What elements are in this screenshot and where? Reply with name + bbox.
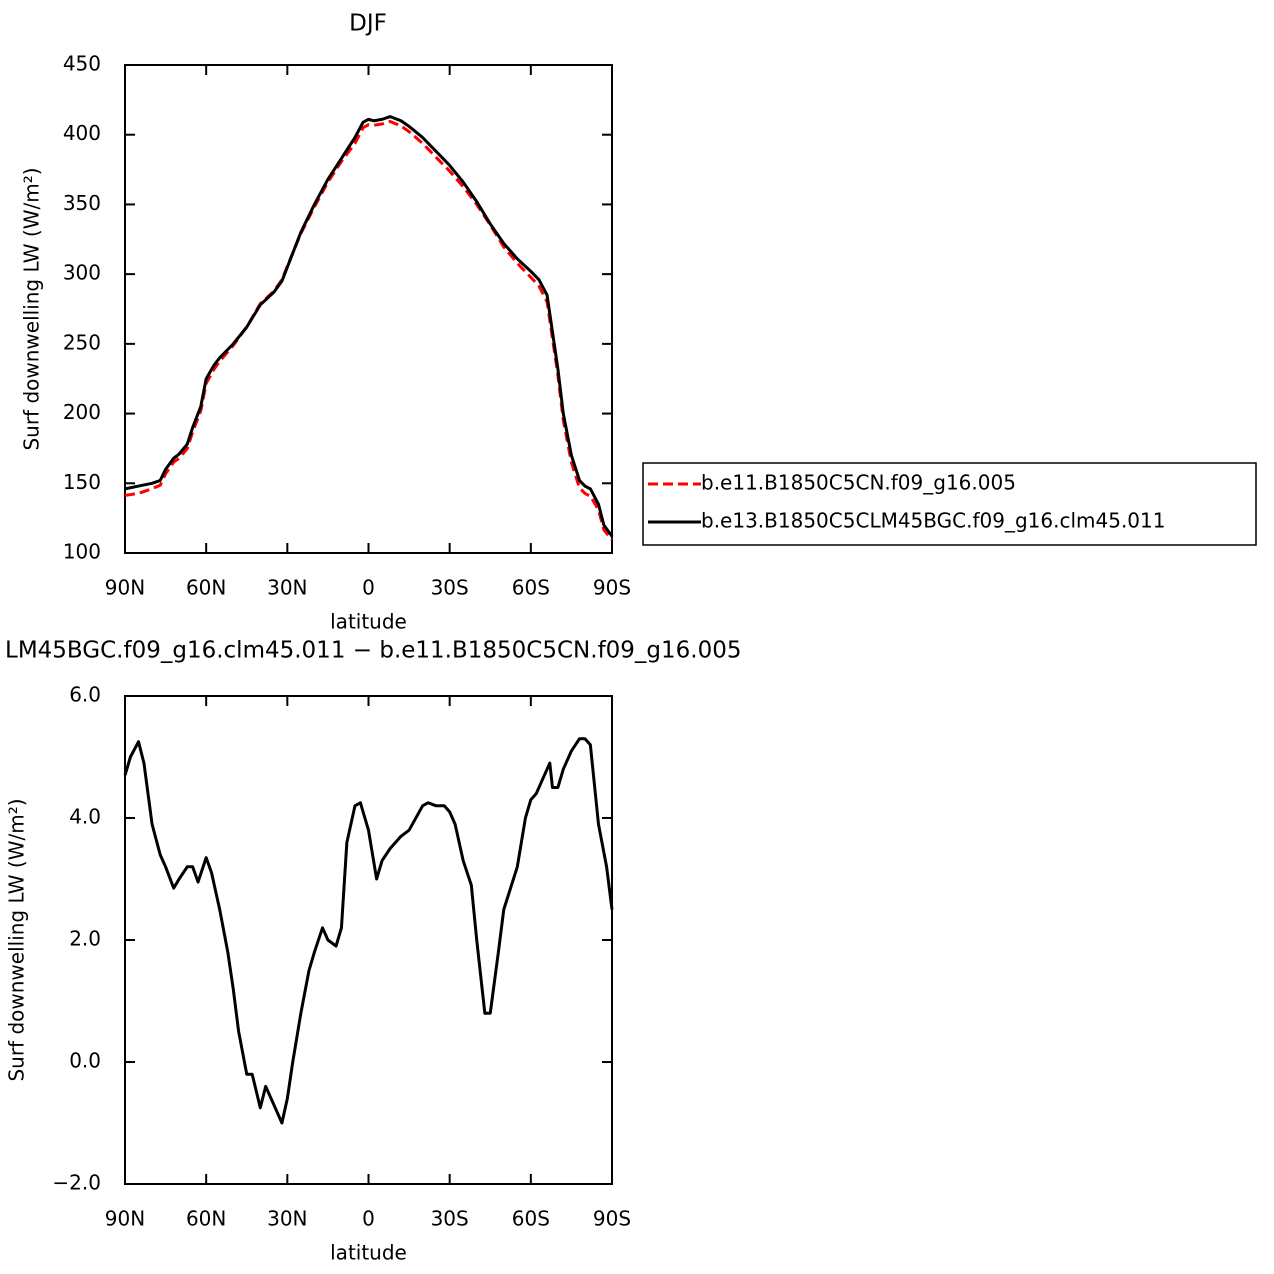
y-tick-label: 4.0 bbox=[69, 805, 101, 829]
x-tick-label: 60N bbox=[186, 576, 226, 600]
x-tick-label: 0 bbox=[362, 1207, 375, 1231]
plot-frame bbox=[124, 695, 613, 1185]
x-tick-label: 30N bbox=[267, 576, 307, 600]
y-tick-label: 100 bbox=[63, 540, 101, 564]
x-tick-label: 60N bbox=[186, 1207, 226, 1231]
legend-box bbox=[642, 462, 1257, 546]
y-tick-label: 400 bbox=[63, 121, 101, 145]
x-tick-label: 90S bbox=[593, 576, 631, 600]
x-tick-label: 30S bbox=[431, 1207, 469, 1231]
chart-title: LM45BGC.f09_g16.clm45.011 − b.e11.B1850C… bbox=[5, 638, 742, 664]
y-tick-label: 350 bbox=[63, 191, 101, 215]
y-tick-label: 0.0 bbox=[69, 1049, 101, 1073]
y-tick-label: 6.0 bbox=[69, 683, 101, 707]
x-tick-label: 90N bbox=[105, 1207, 145, 1231]
y-tick-label: 250 bbox=[63, 330, 101, 354]
x-axis-label: latitude bbox=[330, 1241, 407, 1265]
y-tick-label: 450 bbox=[63, 52, 101, 76]
legend-label: b.e13.B1850C5CLM45BGC.f09_g16.clm45.011 bbox=[701, 509, 1165, 533]
y-tick-label: −2.0 bbox=[52, 1171, 101, 1195]
x-tick-label: 90S bbox=[593, 1207, 631, 1231]
chart-title: DJF bbox=[349, 11, 387, 37]
y-tick-label: 150 bbox=[63, 470, 101, 494]
x-tick-label: 60S bbox=[512, 576, 550, 600]
y-tick-label: 200 bbox=[63, 400, 101, 424]
y-tick-label: 300 bbox=[63, 261, 101, 285]
data-line bbox=[123, 737, 614, 1125]
legend-label: b.e11.B1850C5CN.f09_g16.005 bbox=[701, 471, 1016, 495]
x-tick-label: 30N bbox=[267, 1207, 307, 1231]
x-tick-label: 60S bbox=[512, 1207, 550, 1231]
x-tick-label: 30S bbox=[431, 576, 469, 600]
plot-frame bbox=[124, 64, 613, 554]
data-line bbox=[124, 115, 614, 538]
x-axis-label: latitude bbox=[330, 610, 407, 634]
x-tick-label: 0 bbox=[362, 576, 375, 600]
x-tick-label: 90N bbox=[105, 576, 145, 600]
y-axis-label: Surf downwelling LW (W/m²) bbox=[20, 167, 44, 450]
y-axis-label: Surf downwelling LW (W/m²) bbox=[5, 798, 29, 1081]
y-tick-label: 2.0 bbox=[69, 927, 101, 951]
data-line bbox=[124, 119, 614, 541]
